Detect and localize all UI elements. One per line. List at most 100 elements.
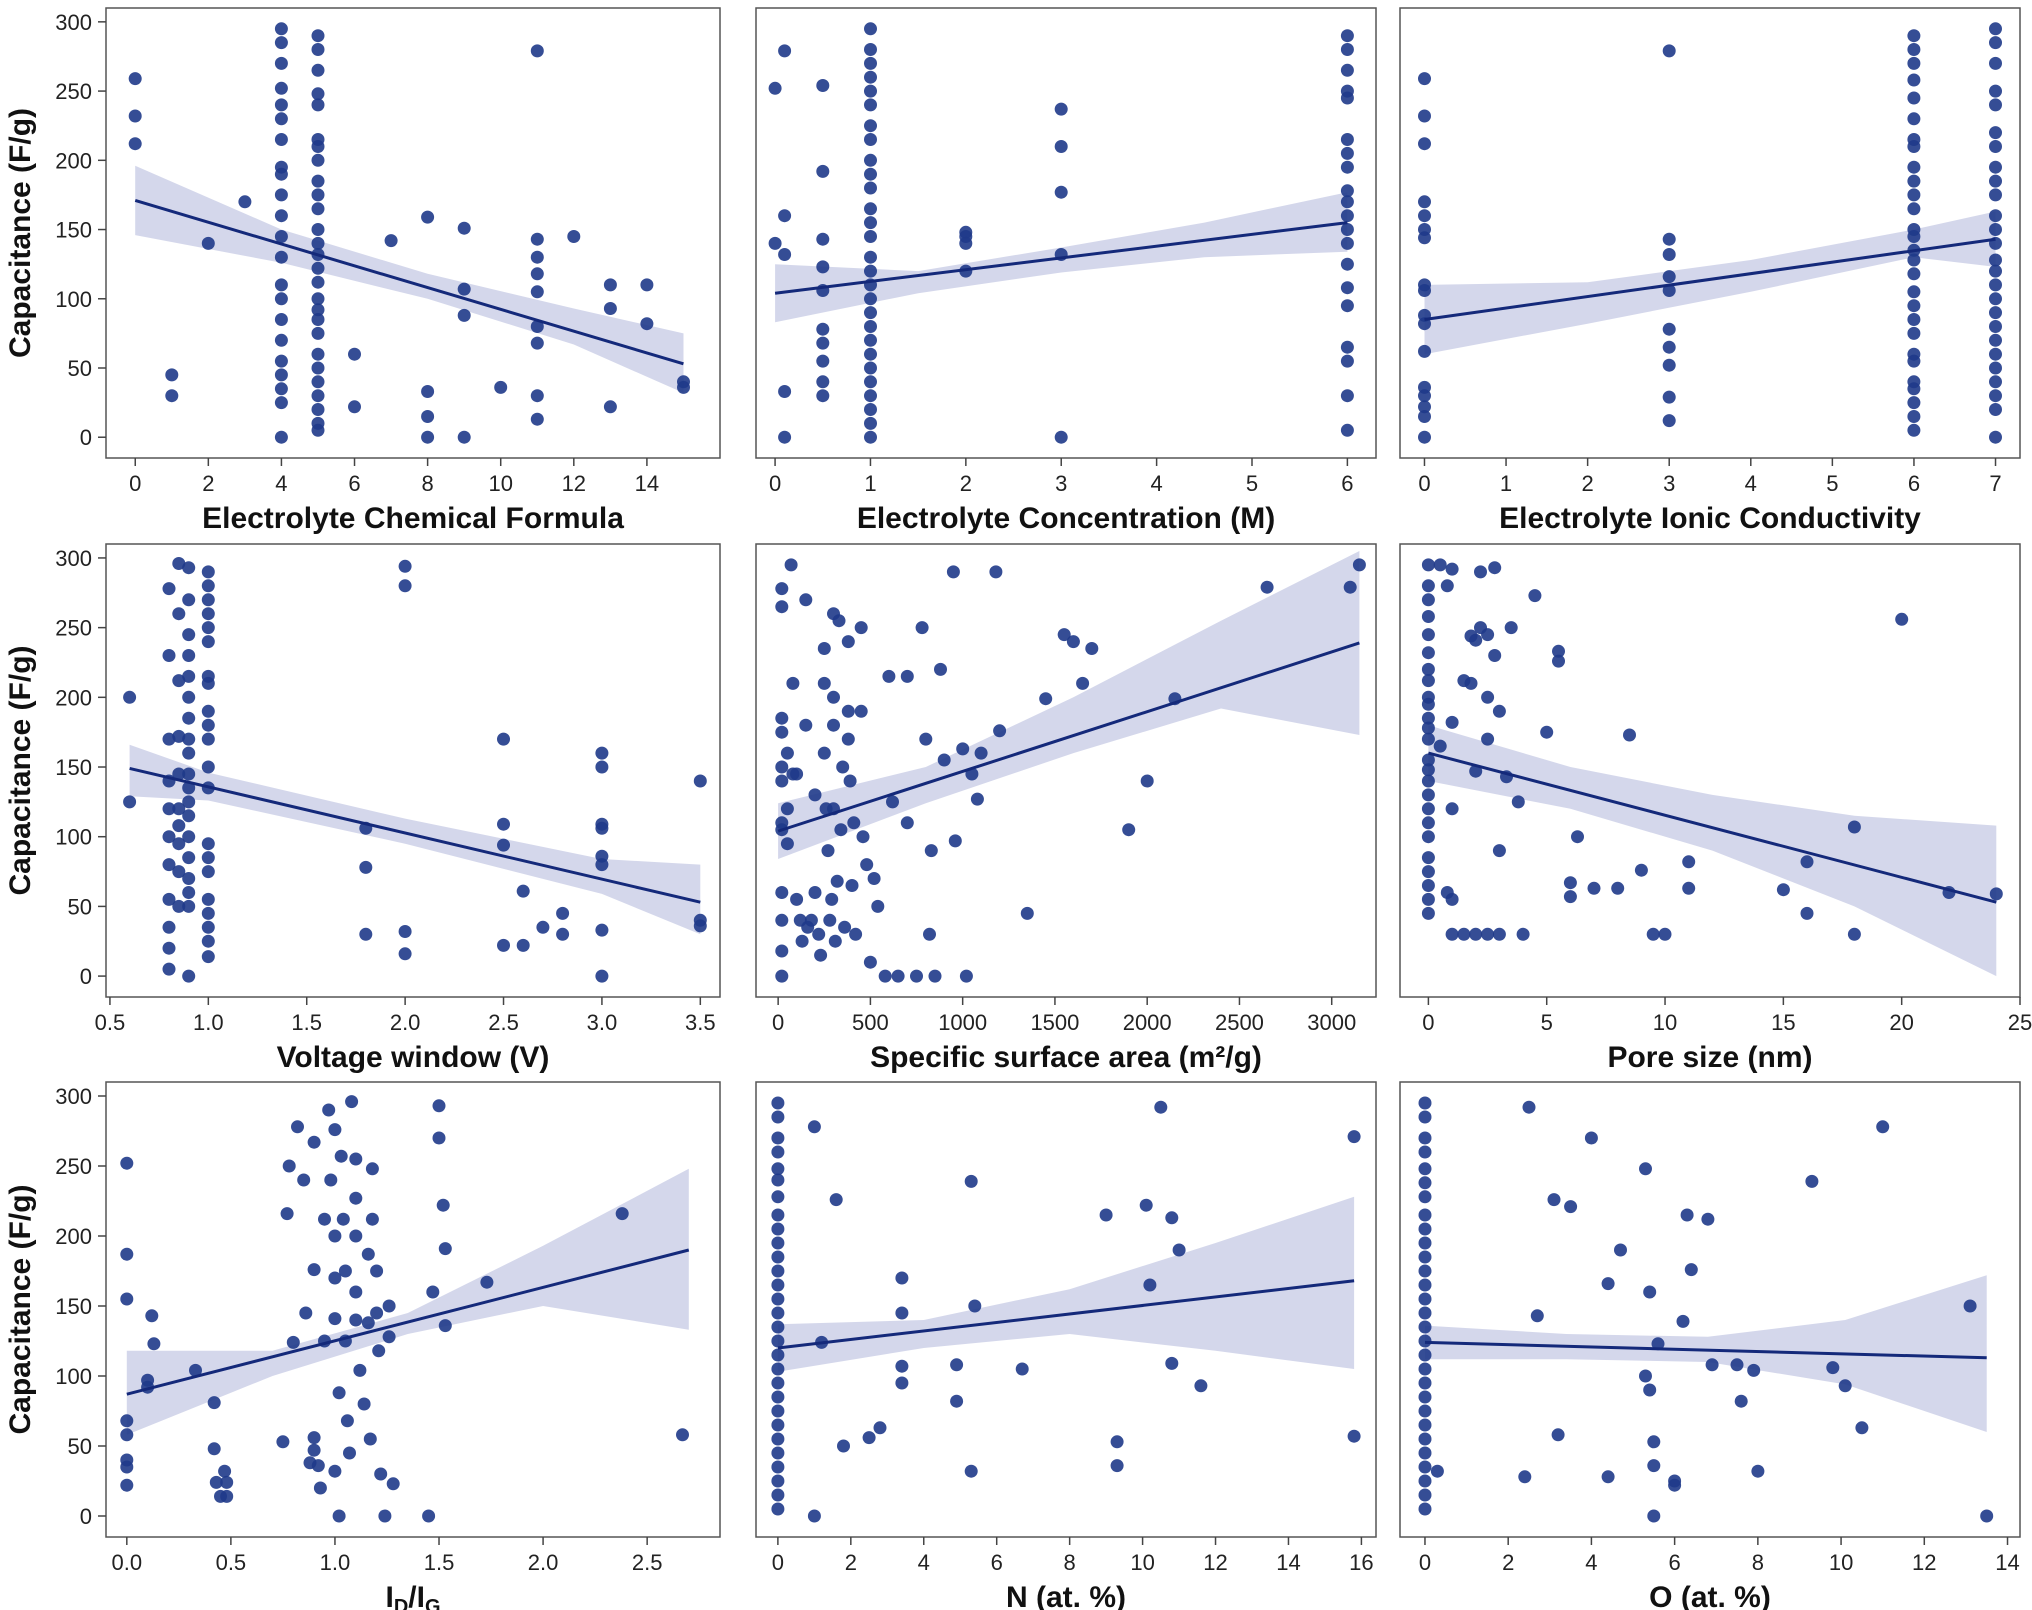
data-point	[771, 1236, 785, 1250]
data-point	[1481, 690, 1495, 704]
data-point	[1989, 292, 2002, 306]
data-point	[311, 423, 325, 437]
data-point	[1563, 876, 1577, 890]
data-point	[807, 1120, 821, 1134]
data-point	[1907, 91, 1921, 105]
data-point	[595, 858, 609, 872]
data-point	[311, 313, 325, 326]
data-point	[1481, 732, 1495, 746]
data-point	[864, 181, 877, 195]
data-point	[1662, 248, 1676, 261]
data-point	[201, 920, 215, 934]
data-point	[1418, 1334, 1432, 1348]
data-point	[182, 561, 196, 575]
data-point	[771, 1460, 785, 1474]
data-point	[771, 1306, 785, 1320]
data-point	[1194, 1379, 1208, 1393]
data-point	[1584, 1131, 1598, 1145]
data-point	[603, 400, 617, 414]
x-tick-label: 1	[864, 471, 876, 496]
data-point	[120, 1414, 134, 1428]
data-point	[276, 1435, 290, 1449]
data-point	[1528, 589, 1542, 603]
data-point	[274, 313, 288, 326]
data-point	[274, 230, 288, 243]
data-point	[1551, 1428, 1565, 1442]
data-point	[162, 830, 176, 844]
data-point	[1418, 1292, 1432, 1306]
data-point	[274, 112, 288, 126]
data-point	[1989, 320, 2002, 333]
data-point	[1662, 414, 1676, 428]
data-point	[311, 389, 325, 403]
x-tick-label: 20	[1889, 1010, 1913, 1035]
data-point	[816, 375, 830, 389]
data-point	[595, 821, 609, 835]
data-point	[1110, 1459, 1124, 1473]
data-point	[950, 1394, 964, 1408]
data-point	[313, 1481, 327, 1495]
y-tick-label: 50	[68, 1434, 92, 1459]
data-point	[816, 232, 830, 246]
data-point	[332, 1509, 346, 1523]
data-point	[864, 361, 877, 375]
data-point	[895, 1376, 909, 1390]
data-point	[1540, 725, 1554, 739]
data-point	[1418, 1208, 1432, 1222]
data-point	[1445, 562, 1459, 576]
data-point	[365, 1212, 379, 1226]
data-point	[274, 22, 288, 36]
data-point	[365, 1162, 379, 1176]
data-point	[1054, 140, 1068, 153]
data-point	[1340, 133, 1354, 146]
data-point	[311, 261, 325, 275]
data-point	[438, 1242, 452, 1256]
data-point	[862, 1431, 876, 1445]
data-point	[1826, 1361, 1840, 1375]
regression-line	[126, 1248, 690, 1396]
data-point	[864, 375, 877, 389]
data-point	[340, 1414, 354, 1428]
data-point	[172, 557, 186, 570]
data-point	[128, 109, 142, 123]
data-point	[928, 969, 942, 983]
data-point	[1421, 628, 1435, 642]
data-point	[1658, 927, 1672, 941]
data-point	[1511, 795, 1525, 809]
data-point	[1662, 44, 1676, 58]
data-point	[182, 795, 196, 809]
data-point	[1989, 361, 2002, 375]
data-point	[457, 308, 471, 322]
data-point	[771, 1264, 785, 1278]
data-point	[1421, 579, 1435, 593]
data-point	[1662, 340, 1676, 354]
data-point	[836, 760, 850, 774]
data-point	[1907, 382, 1921, 396]
data-point	[1989, 140, 2002, 153]
x-tick-label: 4	[1585, 1550, 1597, 1575]
data-point	[864, 133, 877, 146]
data-point	[1418, 1418, 1432, 1432]
data-point	[1418, 1446, 1432, 1460]
data-point	[860, 858, 874, 872]
x-tick-label: 0.5	[95, 1010, 126, 1035]
data-point	[1418, 1278, 1432, 1292]
data-point	[1421, 851, 1435, 865]
data-point	[1340, 389, 1354, 403]
data-point	[386, 1477, 400, 1491]
data-point	[182, 593, 196, 607]
x-tick-label: 12	[1912, 1550, 1936, 1575]
data-point	[1639, 1162, 1652, 1176]
data-point	[970, 792, 984, 806]
data-point	[1647, 1509, 1661, 1523]
data-point	[359, 860, 373, 874]
data-point	[162, 649, 176, 662]
data-point	[530, 250, 544, 264]
data-point	[165, 389, 179, 403]
data-point	[1057, 628, 1071, 642]
data-point	[311, 153, 325, 167]
data-point	[201, 906, 215, 920]
data-point	[1662, 390, 1676, 404]
y-tick-label: 0	[80, 425, 92, 450]
data-point	[1492, 844, 1506, 858]
